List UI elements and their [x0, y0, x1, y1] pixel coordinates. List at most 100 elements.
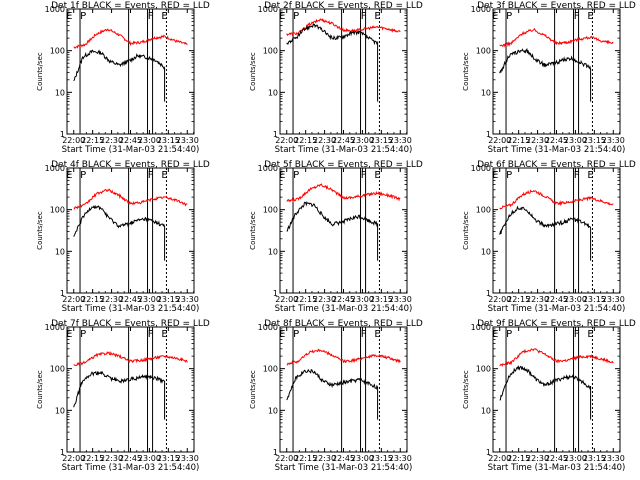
y-tick-label: 1000	[471, 164, 491, 173]
x-axis-label: Start Time (31-Mar-03 21:54:40)	[62, 304, 200, 314]
x-tick-label: 22:30	[526, 136, 549, 145]
x-tick-label: 22:30	[526, 295, 549, 304]
event-marker-label: E	[279, 11, 285, 22]
x-tick-label: 22:30	[526, 454, 549, 463]
x-tick-label: 22:30	[100, 136, 123, 145]
event-marker-label: F	[574, 11, 580, 22]
x-tick-label: 22:45	[119, 454, 142, 463]
y-tick-label: 100	[50, 47, 65, 56]
event-marker-label: P	[80, 170, 86, 181]
panel-det-2: Det 2f BLACK = Events, RED = LLD 1 10 100 10…	[249, 1, 423, 155]
event-marker-label: F	[574, 329, 580, 340]
x-tick-label: 22:00	[62, 136, 85, 145]
x-tick-label: 22:30	[100, 295, 123, 304]
lld-series-line	[73, 188, 188, 210]
y-tick-label: 10	[481, 247, 491, 256]
y-tick-label: 1	[486, 130, 491, 139]
x-tick-label: 22:45	[332, 295, 355, 304]
event-marker-label: E	[161, 170, 167, 181]
x-tick-label: 23:15	[583, 454, 606, 463]
x-tick-label: 23:30	[176, 295, 199, 304]
x-axis-label: Start Time (31-Mar-03 21:54:40)	[488, 304, 626, 314]
y-axis-label: Counts/sec	[249, 211, 257, 250]
y-tick-label: 1	[486, 289, 491, 298]
event-marker-label: E	[587, 329, 593, 340]
x-tick-label: 22:00	[62, 454, 85, 463]
x-tick-label: 22:15	[294, 454, 317, 463]
events-series-line	[499, 47, 592, 102]
event-marker-label: F	[148, 170, 154, 181]
y-tick-label: 1000	[258, 5, 278, 14]
lld-series-line	[286, 18, 401, 37]
x-tick-label: 23:30	[602, 454, 625, 463]
y-axis-label: Counts/sec	[36, 370, 44, 409]
lld-series-line	[499, 27, 614, 48]
x-tick-label: 22:00	[275, 454, 298, 463]
y-axis-label: Counts/sec	[36, 211, 44, 250]
x-tick-label: 23:30	[389, 295, 412, 304]
y-axis-label: Counts/sec	[36, 52, 44, 91]
panel-det-4: Det 4f BLACK = Events, RED = LLD 1 10 100 10…	[36, 160, 210, 314]
y-tick-label: 10	[268, 88, 278, 97]
panel-det-9: Det 9f BLACK = Events, RED = LLD 1 10 100 10…	[462, 319, 636, 473]
plot-frame	[492, 8, 621, 135]
x-tick-label: 22:30	[313, 454, 336, 463]
y-tick-label: 10	[55, 406, 65, 415]
x-tick-label: 23:15	[370, 454, 393, 463]
events-series-line	[73, 204, 166, 261]
y-tick-label: 100	[50, 365, 65, 374]
x-tick-label: 22:00	[488, 454, 511, 463]
y-tick-label: 1	[486, 448, 491, 457]
x-tick-label: 23:30	[389, 136, 412, 145]
event-marker-label: F	[148, 329, 154, 340]
event-marker-label: P	[506, 329, 512, 340]
x-tick-label: 23:15	[583, 295, 606, 304]
panel-title: Det 6f BLACK = Events, RED = LLD	[477, 160, 636, 170]
x-tick-label: 22:00	[488, 295, 511, 304]
x-tick-label: 23:30	[176, 454, 199, 463]
lld-series-line	[286, 183, 401, 203]
x-axis-label: Start Time (31-Mar-03 21:54:40)	[488, 463, 626, 473]
events-series-line	[286, 368, 379, 420]
x-tick-label: 22:15	[81, 136, 104, 145]
x-tick-label: 23:00	[138, 136, 161, 145]
x-tick-label: 23:30	[602, 295, 625, 304]
x-axis-label: Start Time (31-Mar-03 21:54:40)	[488, 145, 626, 155]
panel-title: Det 2f BLACK = Events, RED = LLD	[264, 1, 423, 11]
event-marker-label: E	[587, 170, 593, 181]
panel-title: Det 7f BLACK = Events, RED = LLD	[51, 319, 210, 329]
event-marker-label: P	[80, 329, 86, 340]
x-tick-label: 22:30	[100, 454, 123, 463]
y-tick-label: 10	[55, 88, 65, 97]
y-axis-label: Counts/sec	[249, 52, 257, 91]
events-series-line	[73, 49, 166, 102]
lld-series-line	[499, 348, 614, 368]
x-tick-label: 23:00	[564, 454, 587, 463]
x-tick-label: 22:30	[313, 136, 336, 145]
y-tick-label: 10	[481, 406, 491, 415]
y-tick-label: 100	[476, 206, 491, 215]
x-tick-label: 22:45	[119, 136, 142, 145]
event-marker-label: E	[374, 329, 380, 340]
y-axis-label: Counts/sec	[462, 211, 470, 250]
x-tick-label: 22:15	[507, 295, 530, 304]
plot-frame	[66, 326, 195, 453]
y-tick-label: 100	[50, 206, 65, 215]
y-tick-label: 1000	[45, 164, 65, 173]
y-tick-label: 1000	[45, 323, 65, 332]
event-marker-label: E	[587, 11, 593, 22]
panel-det-8: Det 8f BLACK = Events, RED = LLD 1 10 100 10…	[249, 319, 423, 473]
x-tick-label: 23:00	[351, 136, 374, 145]
event-marker-label: F	[574, 170, 580, 181]
event-marker-label: E	[279, 170, 285, 181]
x-tick-label: 22:15	[507, 454, 530, 463]
y-tick-label: 1	[60, 448, 65, 457]
y-tick-label: 100	[263, 206, 278, 215]
x-axis-label: Start Time (31-Mar-03 21:54:40)	[275, 463, 413, 473]
event-marker-label: E	[66, 329, 72, 340]
y-tick-label: 10	[481, 88, 491, 97]
event-marker-label: P	[293, 11, 299, 22]
y-tick-label: 1	[273, 130, 278, 139]
events-series-line	[73, 370, 166, 420]
